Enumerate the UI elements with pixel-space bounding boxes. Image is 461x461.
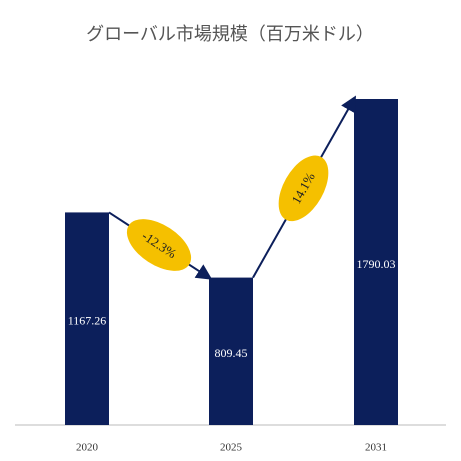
bar: [209, 277, 253, 425]
annotation: -12.3%: [126, 219, 192, 271]
value-label: 1167.26: [68, 313, 107, 327]
x-tick-label: 2031: [365, 442, 387, 454]
value-label: 1790.03: [357, 257, 396, 271]
bar: [65, 212, 109, 425]
annotation-bubble: [126, 219, 192, 271]
value-label: 809.45: [215, 346, 248, 360]
x-tick-label: 2025: [220, 442, 243, 454]
bar: [354, 99, 398, 425]
annotation-bubble: [278, 155, 329, 222]
annotation: 14.1%: [278, 155, 329, 222]
x-tick-label: 2020: [76, 442, 99, 454]
chart-title: グローバル市場規模（百万米ドル）: [86, 24, 374, 44]
